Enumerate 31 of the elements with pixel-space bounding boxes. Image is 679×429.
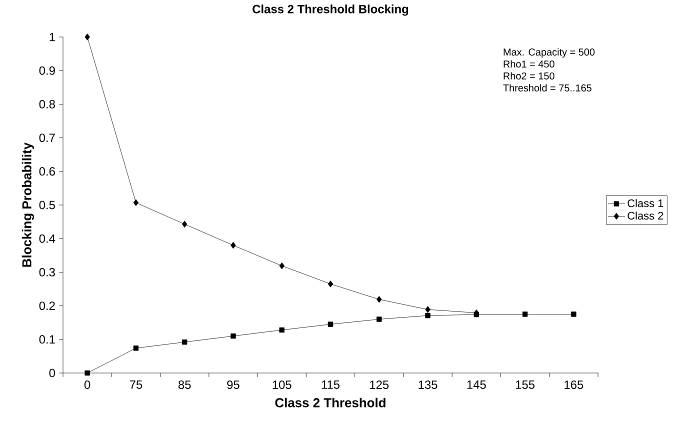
y-tick-label: 0.5 [39,200,55,210]
y-tick-label: 0.9 [39,66,55,75]
x-tick-label: 85 [178,380,191,389]
y-tick-label: 0.7 [39,134,55,142]
y-tick-label: 0.2 [39,302,55,310]
legend-label: Class 2 [628,212,664,220]
annotation: Rho1 = 450 [504,60,554,68]
x-tick-label: 115 [322,380,340,389]
x-tick-label: 105 [272,380,292,389]
x-tick-label: 125 [370,380,389,389]
y-tick-label: 1 [50,32,55,42]
x-tick-label: 0 [84,380,90,389]
annotation: Rho2 = 150 [504,72,554,80]
x-tick-label: 145 [467,380,486,389]
x-tick-label: 95 [227,380,240,389]
legend-label: Class 1 [628,199,664,208]
x-tick-label: 165 [564,380,584,389]
x-tick-label: 75 [130,380,142,389]
y-axis-title: Blocking Probability [22,142,34,267]
annotation: Max. Capacity = 500 [504,48,595,58]
x-axis-title: Class 2 Threshold [275,398,386,408]
y-tick-label: 0.8 [39,100,55,108]
y-tick-label: 0 [49,368,56,378]
chart-title: Class 2 Threshold Blocking [252,4,408,16]
x-tick-label: 155 [516,380,535,389]
y-tick-label: 0.4 [39,234,56,243]
annotation: Threshold = 75..165 [503,84,592,92]
x-tick-label: 135 [418,380,438,389]
y-tick-label: 0.6 [39,167,55,176]
y-tick-label: 0.1 [39,335,55,344]
y-tick-label: 0.3 [39,268,55,276]
